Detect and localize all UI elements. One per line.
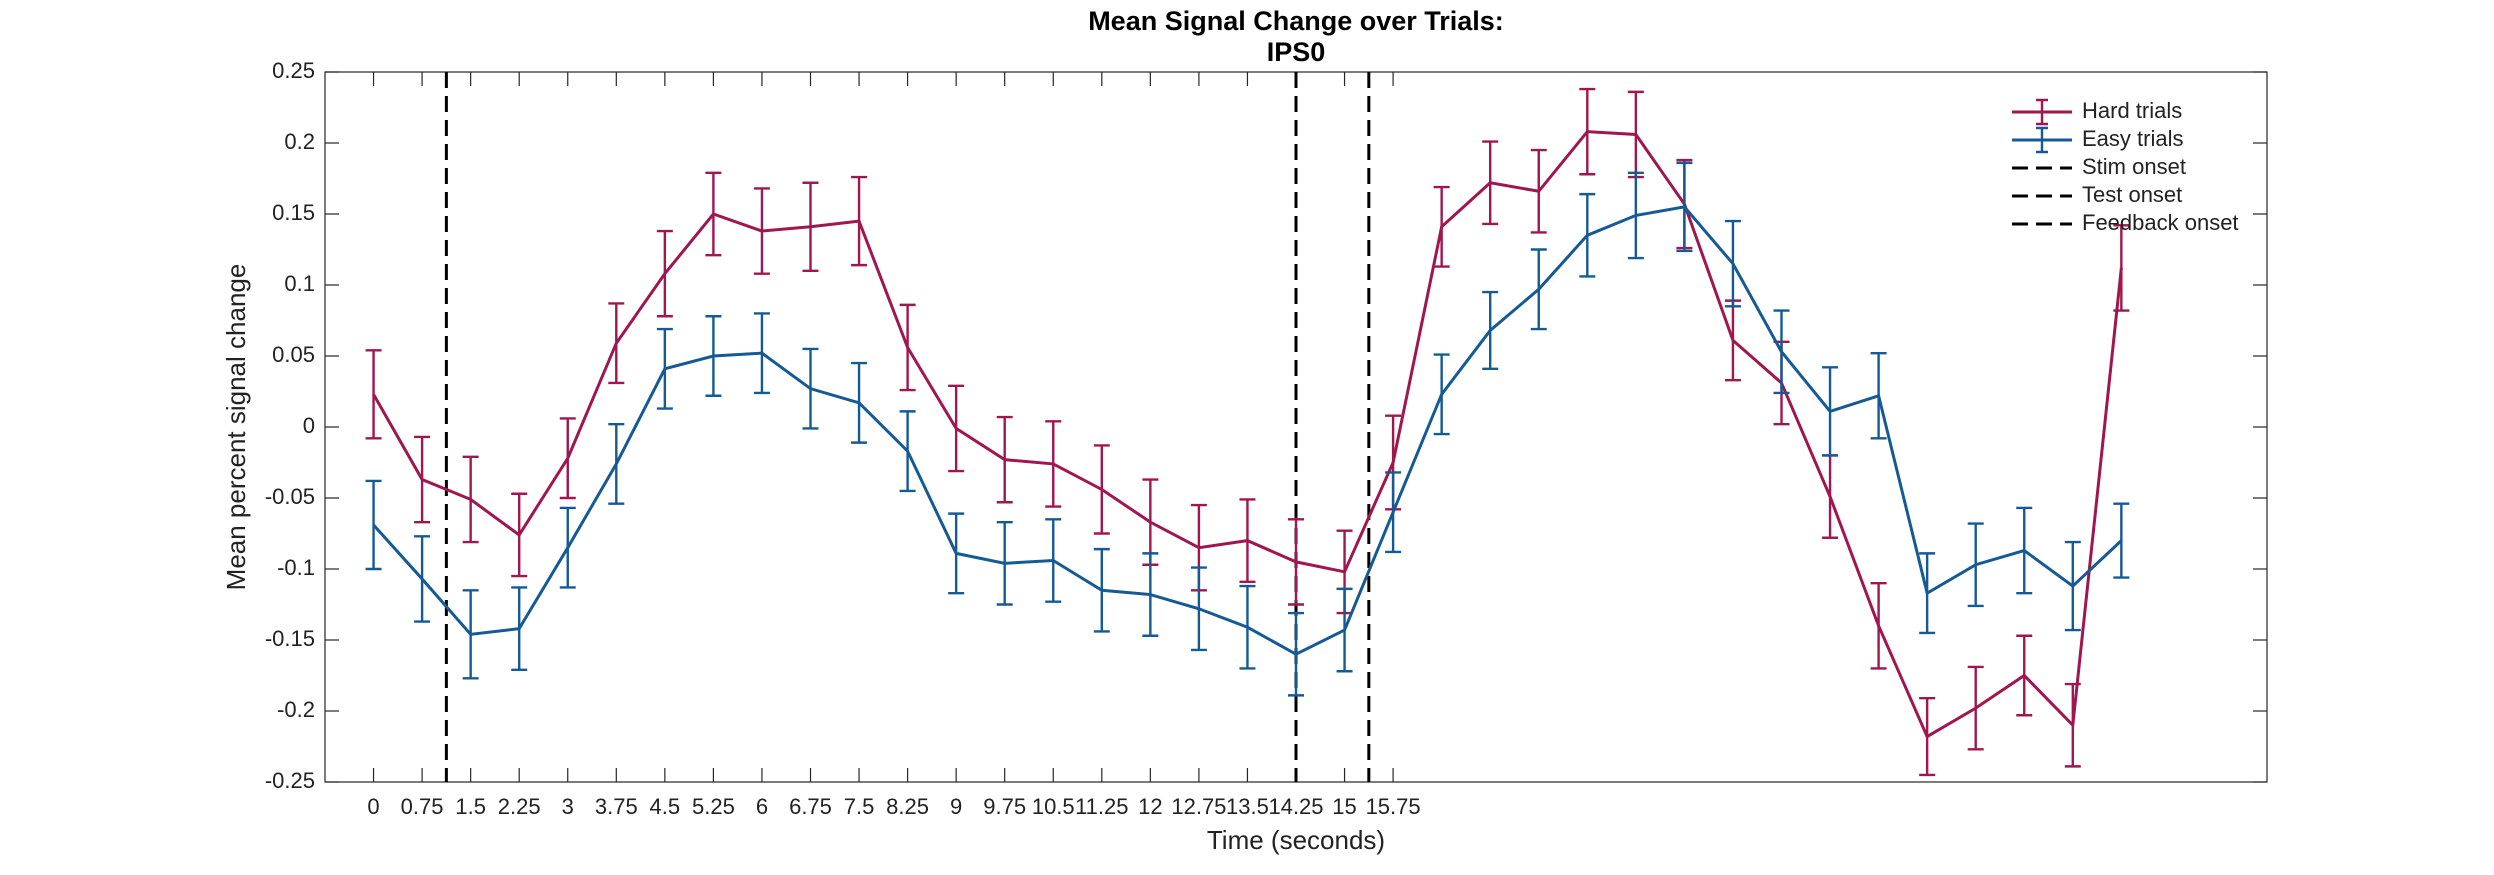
y-tick-label: -0.05 <box>265 484 315 509</box>
x-tick-label: 9 <box>950 794 962 819</box>
x-tick-label: 13.5 <box>1226 794 1269 819</box>
x-tick-label: 12.75 <box>1171 794 1226 819</box>
x-tick-label: 6 <box>756 794 768 819</box>
x-tick-label: 15.75 <box>1366 794 1421 819</box>
y-axis-label: Mean percent signal change <box>221 264 251 591</box>
y-tick-label: -0.15 <box>265 626 315 651</box>
x-tick-label: 0 <box>367 794 379 819</box>
x-tick-label: 15 <box>1332 794 1356 819</box>
x-tick-label: 3 <box>562 794 574 819</box>
y-tick-label: 0.25 <box>272 58 315 83</box>
x-tick-label: 8.25 <box>886 794 929 819</box>
x-tick-label: 2.25 <box>498 794 541 819</box>
y-tick-label: 0 <box>303 413 315 438</box>
x-tick-label: 1.5 <box>455 794 486 819</box>
legend-label: Test onset <box>2082 182 2182 207</box>
x-tick-label: 3.75 <box>595 794 638 819</box>
x-tick-label: 5.25 <box>692 794 735 819</box>
legend-swatch <box>2036 126 2048 154</box>
legend-label: Stim onset <box>2082 154 2186 179</box>
y-tick-label: -0.25 <box>265 768 315 793</box>
y-tick-label: -0.1 <box>277 555 315 580</box>
y-tick-label: 0.15 <box>272 200 315 225</box>
x-tick-label: 10.5 <box>1032 794 1075 819</box>
legend-label: Feedback onset <box>2082 210 2239 235</box>
x-tick-label: 7.5 <box>844 794 875 819</box>
x-tick-label: 11.25 <box>1075 794 1128 819</box>
y-tick-label: -0.2 <box>277 697 315 722</box>
x-tick-label: 0.75 <box>401 794 444 819</box>
y-tick-label: 0.05 <box>272 342 315 367</box>
y-tick-label: 0.1 <box>284 271 315 296</box>
x-tick-label: 4.5 <box>650 794 681 819</box>
x-tick-label: 12 <box>1138 794 1162 819</box>
legend-label: Hard trials <box>2082 98 2182 123</box>
legend-label: Easy trials <box>2082 126 2183 151</box>
x-tick-label: 6.75 <box>789 794 832 819</box>
x-tick-label: 14.25 <box>1268 794 1323 819</box>
x-axis-label: Time (seconds) <box>1207 825 1385 855</box>
x-tick-label: 9.75 <box>983 794 1026 819</box>
chart-title: Mean Signal Change over Trials: <box>1088 6 1504 36</box>
series-line <box>372 205 2123 656</box>
chart-subtitle: IPS0 <box>1267 37 1326 67</box>
y-tick-label: 0.2 <box>284 129 315 154</box>
legend-swatch <box>2036 98 2048 126</box>
series-line <box>372 130 2123 739</box>
